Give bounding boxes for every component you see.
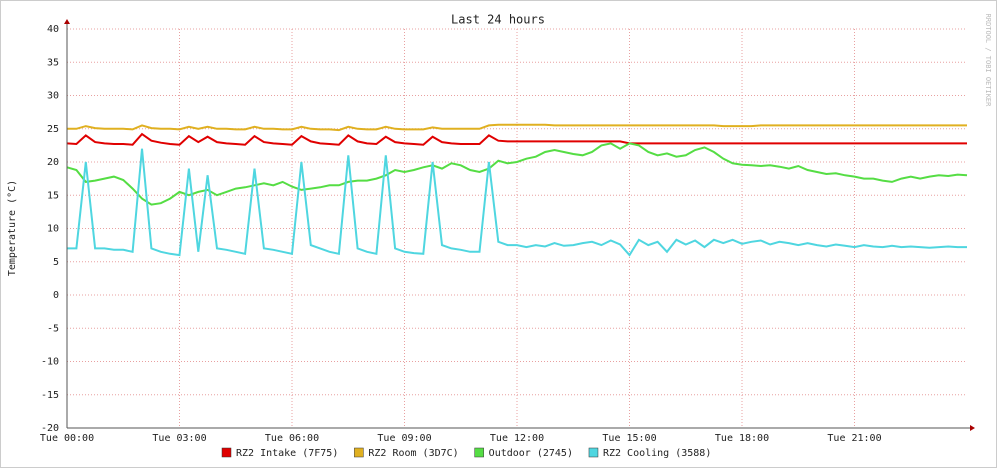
chart-title: Last 24 hours	[451, 13, 545, 27]
series-line	[67, 148, 967, 257]
x-tick-label: Tue 15:00	[602, 433, 656, 444]
x-tick-label: Tue 12:00	[490, 433, 544, 444]
x-tick-label: Tue 00:00	[40, 433, 94, 444]
y-tick-label: -10	[41, 357, 59, 368]
y-tick-label: -15	[41, 390, 59, 401]
legend-label: RZ2 Cooling (3588)	[603, 448, 711, 459]
y-tick-label: 35	[47, 57, 59, 68]
x-tick-label: Tue 09:00	[377, 433, 431, 444]
legend-swatch	[354, 447, 364, 458]
y-tick-label: -5	[47, 323, 59, 334]
y-tick-label: 20	[47, 157, 59, 168]
legend-swatch	[474, 447, 484, 458]
y-tick-label: 0	[53, 290, 59, 301]
legend-label: Outdoor (2745)	[489, 448, 573, 459]
y-axis-label: Temperature (°C)	[7, 180, 18, 276]
series-line	[67, 123, 967, 132]
lines	[66, 123, 968, 257]
y-tick-label: 40	[47, 24, 59, 35]
legend-label: RZ2 Intake (7F75)	[236, 448, 338, 459]
y-arrow	[64, 19, 70, 24]
x-tick-label: Tue 03:00	[152, 433, 206, 444]
y-tick-label: 25	[47, 124, 59, 135]
watermark: RRDTOOL / TOBI OETIKER	[984, 14, 992, 108]
y-tick-label: 30	[47, 91, 59, 102]
x-tick-label: Tue 06:00	[265, 433, 319, 444]
x-arrow	[970, 425, 975, 431]
y-tick-label: 5	[53, 257, 59, 268]
series-line	[66, 142, 968, 206]
series-line	[66, 132, 967, 146]
y-tick-label: 15	[47, 190, 59, 201]
y-tick-label: 10	[47, 224, 59, 235]
legend-swatch	[221, 447, 232, 458]
y-tick-label: -20	[41, 423, 59, 434]
legend: RZ2 Intake (7F75) RZ2 Room (3D7C) Outdoor …	[221, 447, 711, 459]
legend-swatch	[588, 447, 599, 458]
legend-label: RZ2 Room (3D7C)	[368, 448, 458, 459]
x-tick-label: Tue 21:00	[827, 433, 881, 444]
x-tick-label: Tue 18:00	[715, 433, 769, 444]
